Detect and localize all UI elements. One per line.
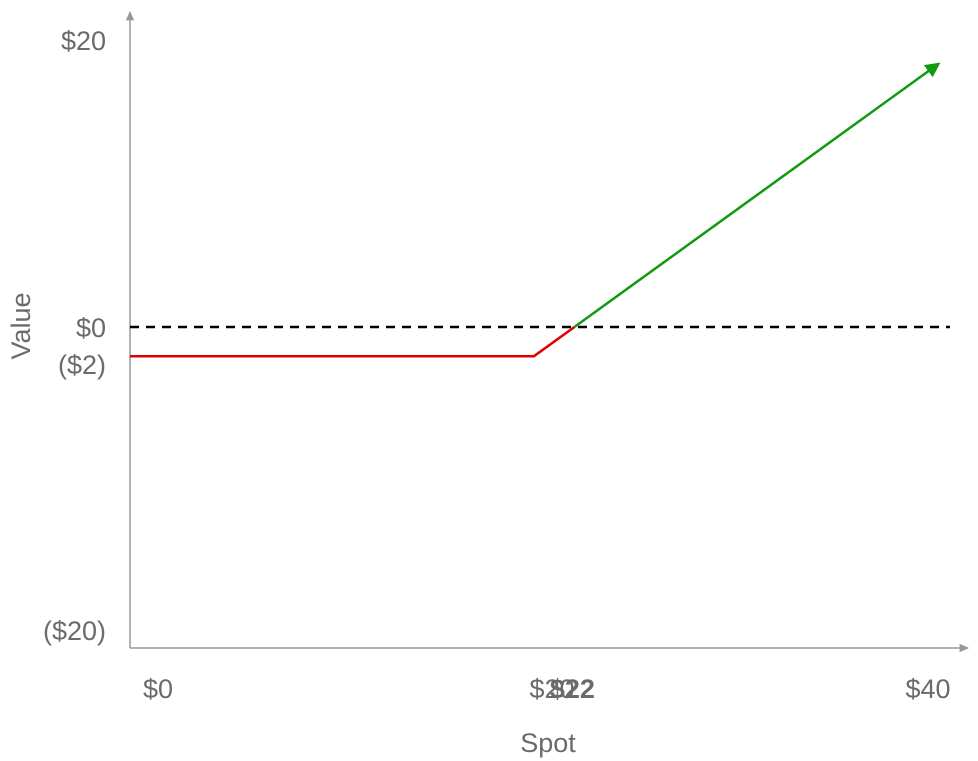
x-tick-label: $40 [905,674,950,704]
y-axis-title: Value [6,292,36,359]
profit-segment-line [573,62,941,329]
y-tick-label: $0 [76,313,106,343]
x-tick-labels: $0 $20$22 $40 [143,674,951,704]
x-tick-label: $0 [143,674,173,704]
y-tick-label: ($20) [43,616,106,646]
series-lines [130,62,941,358]
axes [125,10,970,653]
y-tick-label: ($2) [58,350,106,380]
x-tick-label: $22 [550,674,595,704]
x-tick-label: $20 [529,674,574,704]
loss-segment-line [130,325,576,358]
y-tick-labels: $20 $0 ($2) ($20) [43,26,106,646]
x-axis-title: Spot [520,728,576,758]
y-tick-label: $20 [61,26,106,56]
